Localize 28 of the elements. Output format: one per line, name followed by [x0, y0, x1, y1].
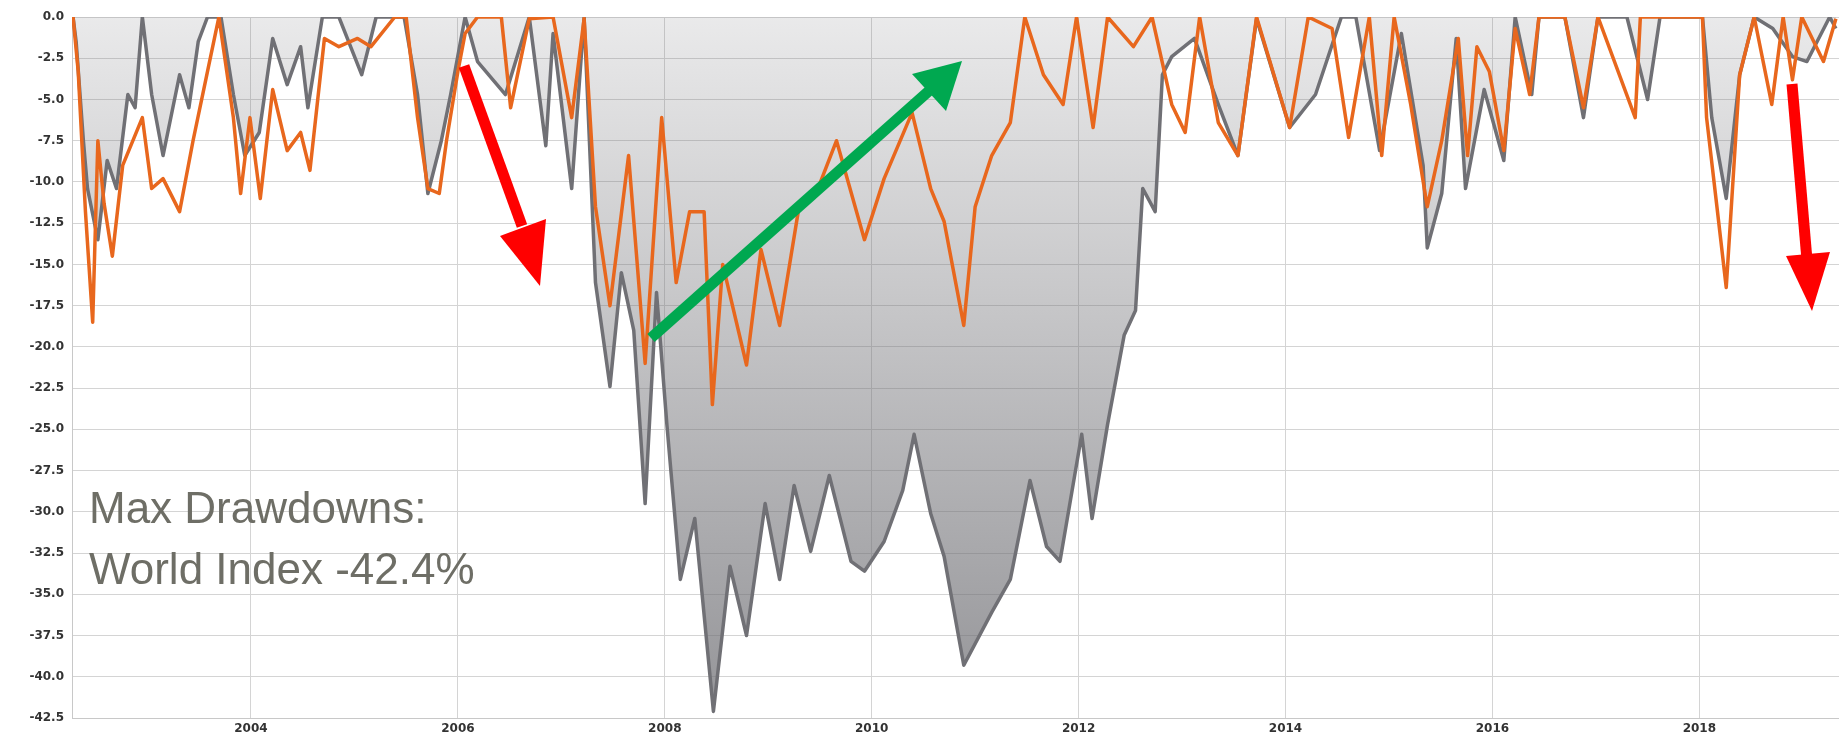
y-tick-label: -12.5: [29, 215, 64, 230]
x-tick-label: 2006: [441, 721, 475, 736]
x-tick-label: 2012: [1061, 721, 1096, 736]
x-tick-label: 2016: [1475, 721, 1510, 736]
y-tick-label: -30.0: [29, 503, 64, 518]
y-tick-label: -32.5: [29, 545, 64, 560]
y-tick-label: -27.5: [29, 462, 64, 477]
y-tick-label: -7.5: [37, 132, 64, 147]
y-tick-label: -37.5: [29, 627, 64, 642]
y-tick-label: -20.0: [29, 339, 64, 354]
y-tick-label: -40.0: [29, 668, 64, 683]
y-tick-label: -5.0: [37, 91, 64, 106]
annotation: World Index -42.4%: [89, 544, 475, 593]
y-tick-label: 0.0: [42, 9, 64, 24]
y-tick-label: -22.5: [29, 380, 64, 395]
x-tick-label: 2004: [234, 721, 268, 736]
x-tick-label: 2018: [1682, 721, 1717, 736]
x-tick-label: 2008: [648, 721, 682, 736]
y-tick-label: -17.5: [29, 297, 64, 312]
y-tick-label: -42.5: [29, 710, 64, 725]
y-tick-label: -25.0: [29, 421, 64, 436]
x-tick-label: 2010: [855, 721, 889, 736]
y-tick-label: -2.5: [37, 50, 64, 65]
x-tick-label: 2014: [1268, 721, 1303, 736]
y-tick-label: -10.0: [29, 174, 64, 189]
y-tick-label: -15.0: [29, 256, 64, 271]
annotation: Max Drawdowns:: [89, 483, 427, 532]
y-tick-label: -35.0: [29, 586, 64, 601]
